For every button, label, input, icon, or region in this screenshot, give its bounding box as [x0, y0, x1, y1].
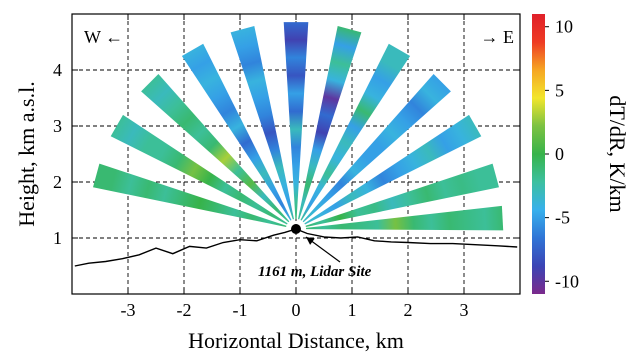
site-layer [291, 223, 341, 263]
beam-3deg [306, 205, 504, 231]
west-label: W ← [84, 27, 123, 47]
y-tick-label-2: 3 [53, 116, 62, 136]
colorbar-title: dT/dR, K/km [605, 95, 630, 212]
colorbar-tick-label-1: 5 [555, 80, 564, 100]
beam-120deg [181, 43, 292, 221]
y-tick-label-1: 2 [53, 172, 62, 192]
x-tick-label-5: 2 [404, 300, 413, 320]
colorbar-bar [532, 14, 545, 294]
colorbar-tick-label-2: 0 [555, 144, 564, 164]
colorbar: 10 5 0 -5 -10 [532, 14, 579, 294]
beam-30deg [304, 114, 482, 225]
colorbar-tick-label-0: 10 [555, 17, 573, 37]
beam-150deg [110, 114, 288, 225]
colorbar-tick-label-4: -10 [555, 271, 579, 291]
beam-60deg [300, 43, 411, 221]
x-tick-label-3: 0 [292, 300, 301, 320]
beam-75deg [298, 26, 362, 220]
x-tick-label-6: 3 [460, 300, 469, 320]
site-arrow-head [306, 237, 315, 245]
beam-165deg [93, 163, 287, 227]
beam-layer [93, 22, 504, 231]
terrain-layer [74, 228, 518, 267]
beam-15deg [305, 163, 499, 227]
x-tick-label-1: -2 [177, 300, 192, 320]
x-tick-label-4: 1 [348, 300, 357, 320]
lidar-site-marker [291, 223, 301, 234]
axis-layer: -3 -2 -1 0 1 2 3 1 2 3 4 [53, 14, 520, 320]
x-tick-label-2: -1 [233, 300, 248, 320]
site-annotation-label: 1161 m, Lidar Site [258, 264, 372, 280]
beam-45deg [302, 74, 451, 223]
x-tick-label-0: -3 [121, 300, 136, 320]
beam-135deg [141, 74, 290, 223]
terrain-profile [74, 228, 518, 267]
beam-90deg [283, 22, 309, 219]
colorbar-tick-label-3: -5 [555, 208, 570, 228]
y-tick-label-3: 4 [53, 60, 62, 80]
y-tick-label-0: 1 [53, 228, 62, 248]
beam-105deg [230, 26, 294, 220]
east-label: → E [481, 27, 515, 47]
x-axis-title: Horizontal Distance, km [188, 328, 404, 353]
y-axis-title: Height, km a.s.l. [14, 81, 39, 226]
